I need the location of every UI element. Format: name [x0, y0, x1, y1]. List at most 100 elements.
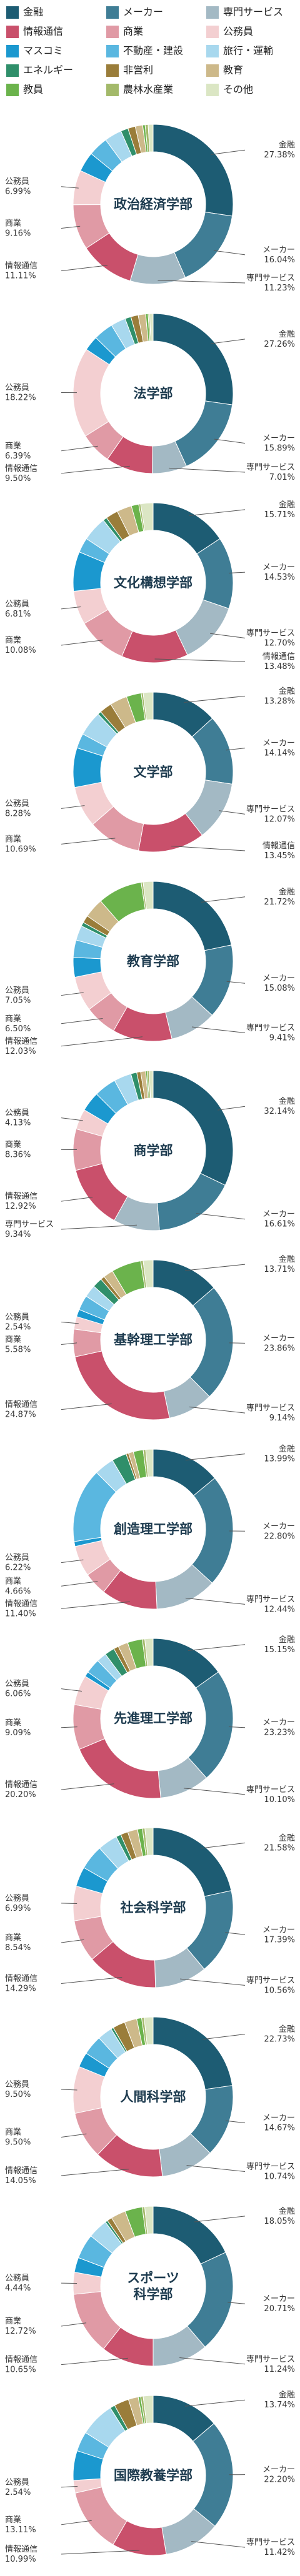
- value-label: 9.14%: [269, 1414, 295, 1423]
- category-label: 商業: [5, 2515, 21, 2525]
- chart-title: 国際教養学部: [114, 2467, 192, 2483]
- value-label: 13.45%: [264, 851, 295, 861]
- leader-line: [61, 465, 130, 474]
- value-label: 6.50%: [5, 1024, 31, 1034]
- leader-line: [188, 1644, 246, 1652]
- value-label: 17.39%: [264, 1935, 295, 1944]
- donut-segment: [149, 313, 154, 342]
- leader-line: [213, 250, 246, 255]
- category-label: 専門サービス: [246, 1404, 295, 1413]
- legend-swatch: [106, 84, 119, 96]
- legend-swatch: [106, 64, 119, 77]
- leader-line: [179, 2357, 246, 2365]
- leader-line: [194, 2216, 246, 2222]
- value-label: 10.69%: [5, 845, 36, 854]
- value-label: 8.54%: [5, 1943, 31, 1953]
- value-label: 4.66%: [5, 1587, 31, 1596]
- leader-line: [201, 1842, 246, 1849]
- category-label: メーカー: [262, 2114, 295, 2123]
- value-label: 12.92%: [5, 1202, 36, 1211]
- value-label: 4.44%: [5, 2284, 31, 2293]
- value-label: 14.53%: [264, 573, 295, 582]
- leader-line: [191, 2541, 246, 2548]
- leader-line: [210, 633, 246, 638]
- leader-line: [183, 1788, 246, 1795]
- value-label: 7.05%: [5, 996, 31, 1006]
- donut-segment: [157, 1172, 226, 1231]
- leader-line: [202, 2033, 246, 2040]
- leader-line: [61, 1601, 130, 1609]
- category-label: 専門サービス: [5, 1220, 54, 1229]
- category-label: 情報通信: [5, 1974, 38, 1983]
- legend-label: 情報通信: [23, 26, 63, 37]
- leader-line: [61, 1018, 103, 1024]
- category-label: 金融: [279, 1254, 295, 1264]
- donut-segment: [152, 124, 234, 217]
- donut-chart: 金融 27.38% メーカー 16.04% 専門サービス 11.23% 公務員 6.99% 商業…: [0, 109, 300, 299]
- value-label: 20.71%: [264, 2304, 295, 2314]
- legend-swatch: [106, 6, 119, 19]
- legend-swatch: [206, 64, 219, 77]
- category-label: 情報通信: [5, 1599, 38, 1608]
- value-label: 14.29%: [5, 1984, 36, 1993]
- value-label: 32.14%: [264, 1107, 295, 1116]
- value-label: 8.36%: [5, 1150, 31, 1159]
- donut-segment: [145, 1449, 154, 1477]
- legend-label: 農林水産業: [123, 84, 173, 96]
- category-label: 専門サービス: [246, 1595, 295, 1604]
- category-label: 公務員: [5, 1894, 29, 1903]
- donut-chart: 金融 13.99% メーカー 22.80% 専門サービス 12.44% 公務員 6.22% 商業…: [0, 1434, 300, 1623]
- value-label: 27.26%: [264, 340, 295, 349]
- legend-swatch: [206, 84, 219, 96]
- category-label: 情報通信: [5, 1037, 38, 1046]
- leader-line: [61, 2133, 87, 2138]
- value-label: 10.56%: [264, 1986, 295, 1995]
- category-label: 情報通信: [5, 262, 38, 271]
- value-label: 11.23%: [264, 284, 295, 293]
- category-label: メーカー: [262, 563, 295, 572]
- leader-line: [61, 1342, 78, 1345]
- value-label: 15.08%: [264, 984, 295, 993]
- value-label: 10.99%: [5, 2555, 36, 2564]
- leader-line: [61, 1688, 82, 1692]
- category-label: 専門サービス: [246, 2538, 295, 2547]
- leader-line: [154, 658, 246, 662]
- legend-label: 旅行・運輸: [223, 45, 273, 57]
- leader-line: [61, 445, 98, 452]
- value-label: 10.08%: [5, 646, 36, 655]
- category-label: 公務員: [5, 1313, 29, 1322]
- donut-segment: [142, 2395, 154, 2424]
- leader-line: [189, 509, 246, 517]
- legend-swatch: [206, 45, 219, 57]
- category-label: 商業: [5, 1718, 21, 1728]
- category-label: 情報通信: [5, 1192, 38, 1201]
- category-label: 金融: [279, 140, 295, 150]
- leader-line: [185, 1454, 246, 1461]
- leader-line: [185, 1597, 246, 1605]
- category-label: 金融: [279, 2206, 295, 2216]
- donut-chart: 金融 27.26% メーカー 15.89% 専門サービス 7.01% 公務員 18.22% 商業…: [0, 299, 300, 488]
- legend-label: メーカー: [123, 6, 163, 18]
- category-label: 専門サービス: [246, 1785, 295, 1795]
- value-label: 16.04%: [264, 255, 295, 265]
- value-label: 13.71%: [264, 1265, 295, 1274]
- category-label: 専門サービス: [246, 805, 295, 814]
- value-label: 24.87%: [5, 1410, 36, 1420]
- category-label: メーカー: [262, 1925, 295, 1934]
- category-label: メーカー: [262, 974, 295, 983]
- category-label: 情報通信: [5, 464, 38, 473]
- leader-line: [61, 838, 116, 845]
- category-label: 公務員: [5, 383, 29, 392]
- donut-chart: 金融 21.58% メーカー 17.39% 専門サービス 10.56% 公務員 6.99% 商業…: [0, 1813, 300, 2002]
- leader-line: [61, 2357, 128, 2365]
- leader-line: [211, 339, 246, 344]
- value-label: 9.16%: [5, 229, 31, 238]
- donut-segment: [142, 1259, 154, 1289]
- leader-line: [184, 695, 246, 703]
